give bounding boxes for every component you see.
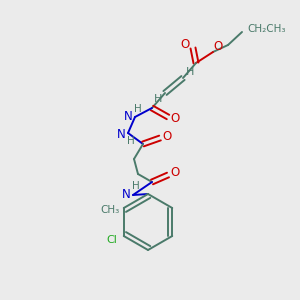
Text: N: N [117,128,125,140]
Text: Cl: Cl [106,235,117,245]
Text: O: O [213,40,223,53]
Text: H: H [154,94,162,104]
Text: O: O [170,112,180,125]
Text: N: N [124,110,132,122]
Text: H: H [127,136,135,146]
Text: H: H [132,181,140,191]
Text: H: H [134,104,142,114]
Text: N: N [122,188,130,200]
Text: O: O [170,167,180,179]
Text: CH₂CH₃: CH₂CH₃ [247,24,286,34]
Text: O: O [180,38,190,52]
Text: O: O [162,130,172,142]
Text: H: H [186,67,194,77]
Text: CH₃: CH₃ [100,205,119,215]
